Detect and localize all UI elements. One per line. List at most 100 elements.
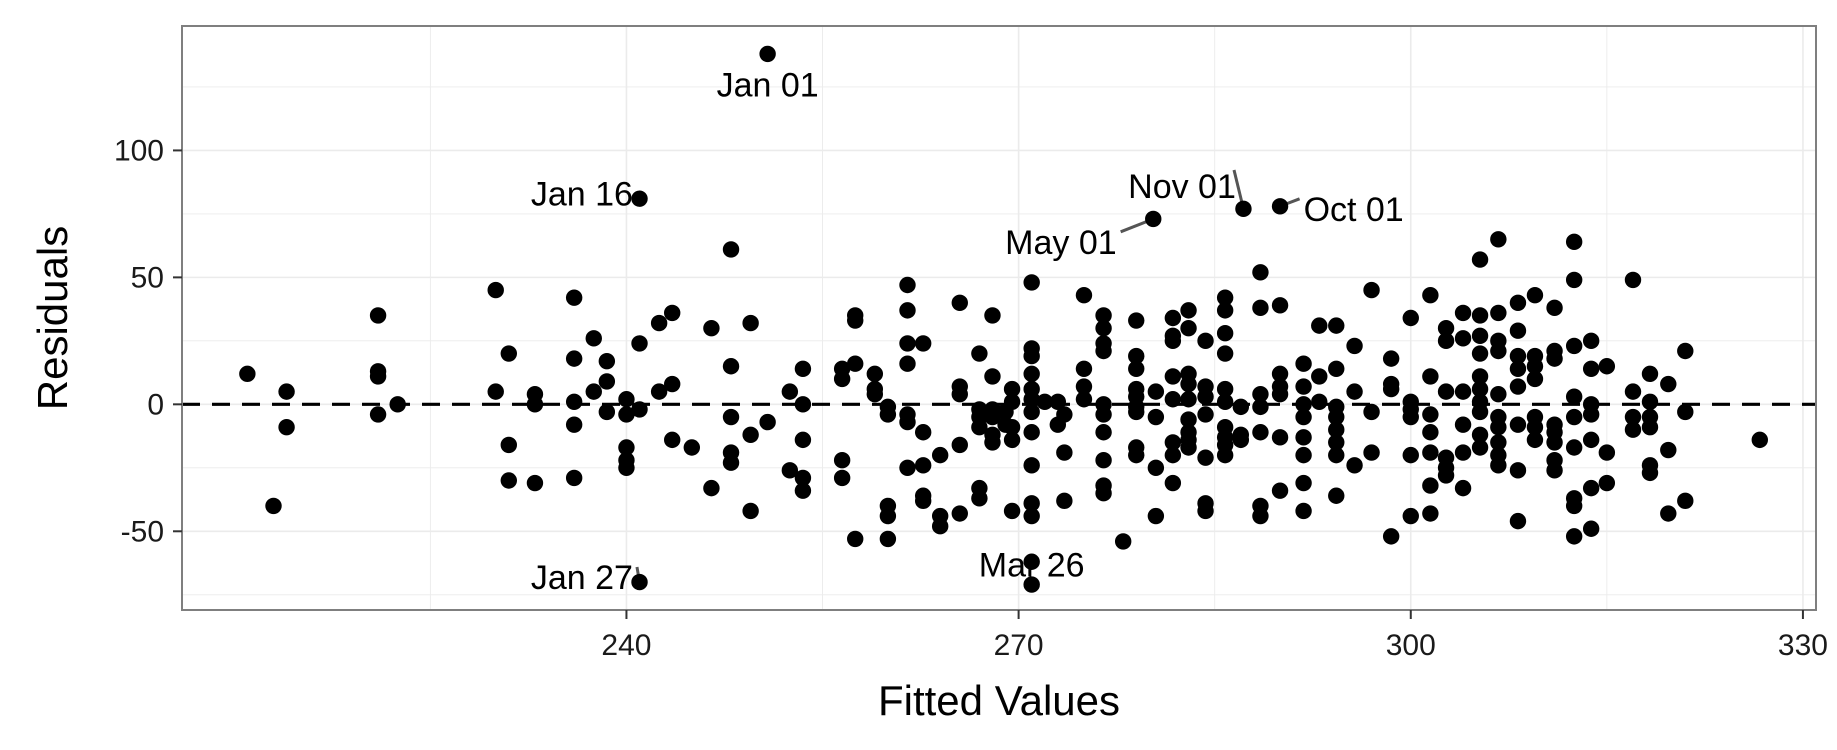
y-tick-label: 50 [131,261,164,294]
data-point [631,401,648,418]
data-point [1471,439,1489,456]
data-point [1271,482,1289,499]
data-point [1437,467,1455,484]
data-point [1003,393,1021,410]
data-point [1454,304,1472,322]
data-point [369,406,387,423]
data-point [1471,368,1489,385]
data-point [1232,431,1250,449]
data-point [1454,416,1472,433]
data-point [1490,457,1507,474]
data-point [1422,368,1439,385]
data-point [742,502,759,520]
data-point [984,307,1001,324]
data-point [1164,391,1182,408]
data-point [1197,388,1214,405]
data-point [1056,406,1073,423]
data-point [1402,446,1419,464]
data-point [1454,444,1472,461]
data-point [1023,365,1040,383]
data-point [631,335,648,352]
data-point [1641,393,1659,410]
data-point [1328,317,1345,334]
data-point [1023,424,1040,441]
data-point [1023,457,1040,474]
data-point [1546,350,1563,367]
data-point [722,241,740,258]
data-point [565,416,583,433]
data-point [1565,439,1583,456]
y-tick-label: 0 [147,388,164,421]
data-point [1526,358,1544,375]
x-axis-title: Fitted Values [878,677,1120,724]
data-point [1164,434,1182,451]
data-point [899,335,916,352]
data-point [1509,294,1527,311]
data-point [389,396,406,413]
data-point [1023,553,1040,570]
data-point [565,469,583,487]
data-point [742,314,759,332]
data-point [1216,380,1234,398]
x-tick-label: 270 [994,629,1044,662]
data-point [1509,512,1527,530]
data-point [598,352,616,370]
data-point [565,350,583,367]
data-point [1252,507,1269,525]
data-point [1363,281,1380,299]
data-point [914,492,932,510]
data-point [984,434,1001,451]
data-point [1095,485,1112,502]
data-point [899,355,916,372]
y-tick-label: -50 [121,515,164,548]
data-point [971,345,988,362]
data-point [1164,446,1182,464]
data-point [1677,492,1694,510]
data-point [1164,368,1182,385]
data-point [1295,378,1312,395]
data-point [1346,383,1363,400]
data-point [722,408,740,426]
data-point [1311,368,1328,385]
annotation-label: Nov 01 [1128,168,1236,206]
data-point [1216,393,1234,410]
data-point [759,45,776,63]
data-point [847,355,864,372]
data-point [1180,319,1197,337]
data-point [1471,403,1489,421]
data-point [598,373,616,390]
data-point [1252,424,1269,441]
data-point [650,383,668,400]
data-point [866,365,884,383]
data-point [369,368,387,385]
data-point [1311,317,1328,334]
data-point [664,304,681,322]
data-point [951,505,968,522]
data-point [1565,388,1583,405]
data-point [1271,385,1289,403]
data-point [1422,444,1439,461]
data-point [1252,398,1269,416]
annotation-label: Jan 01 [717,66,819,104]
data-point [879,406,897,423]
data-point [1582,406,1600,423]
data-point [1295,446,1312,464]
data-point [1036,393,1053,410]
data-point [759,413,776,431]
data-point [794,482,812,499]
y-tick-label: 100 [114,134,164,167]
data-point [1252,299,1269,317]
x-tick-label: 240 [601,629,651,662]
data-point [265,497,282,515]
data-point [1095,451,1112,469]
data-point [847,312,864,329]
data-point [1582,360,1600,377]
data-point [1677,403,1694,421]
data-point [1328,434,1345,451]
data-point [1526,286,1544,304]
data-point [1295,474,1312,492]
data-point [1075,378,1093,395]
x-tick-label: 300 [1386,629,1436,662]
data-point [1003,431,1021,449]
